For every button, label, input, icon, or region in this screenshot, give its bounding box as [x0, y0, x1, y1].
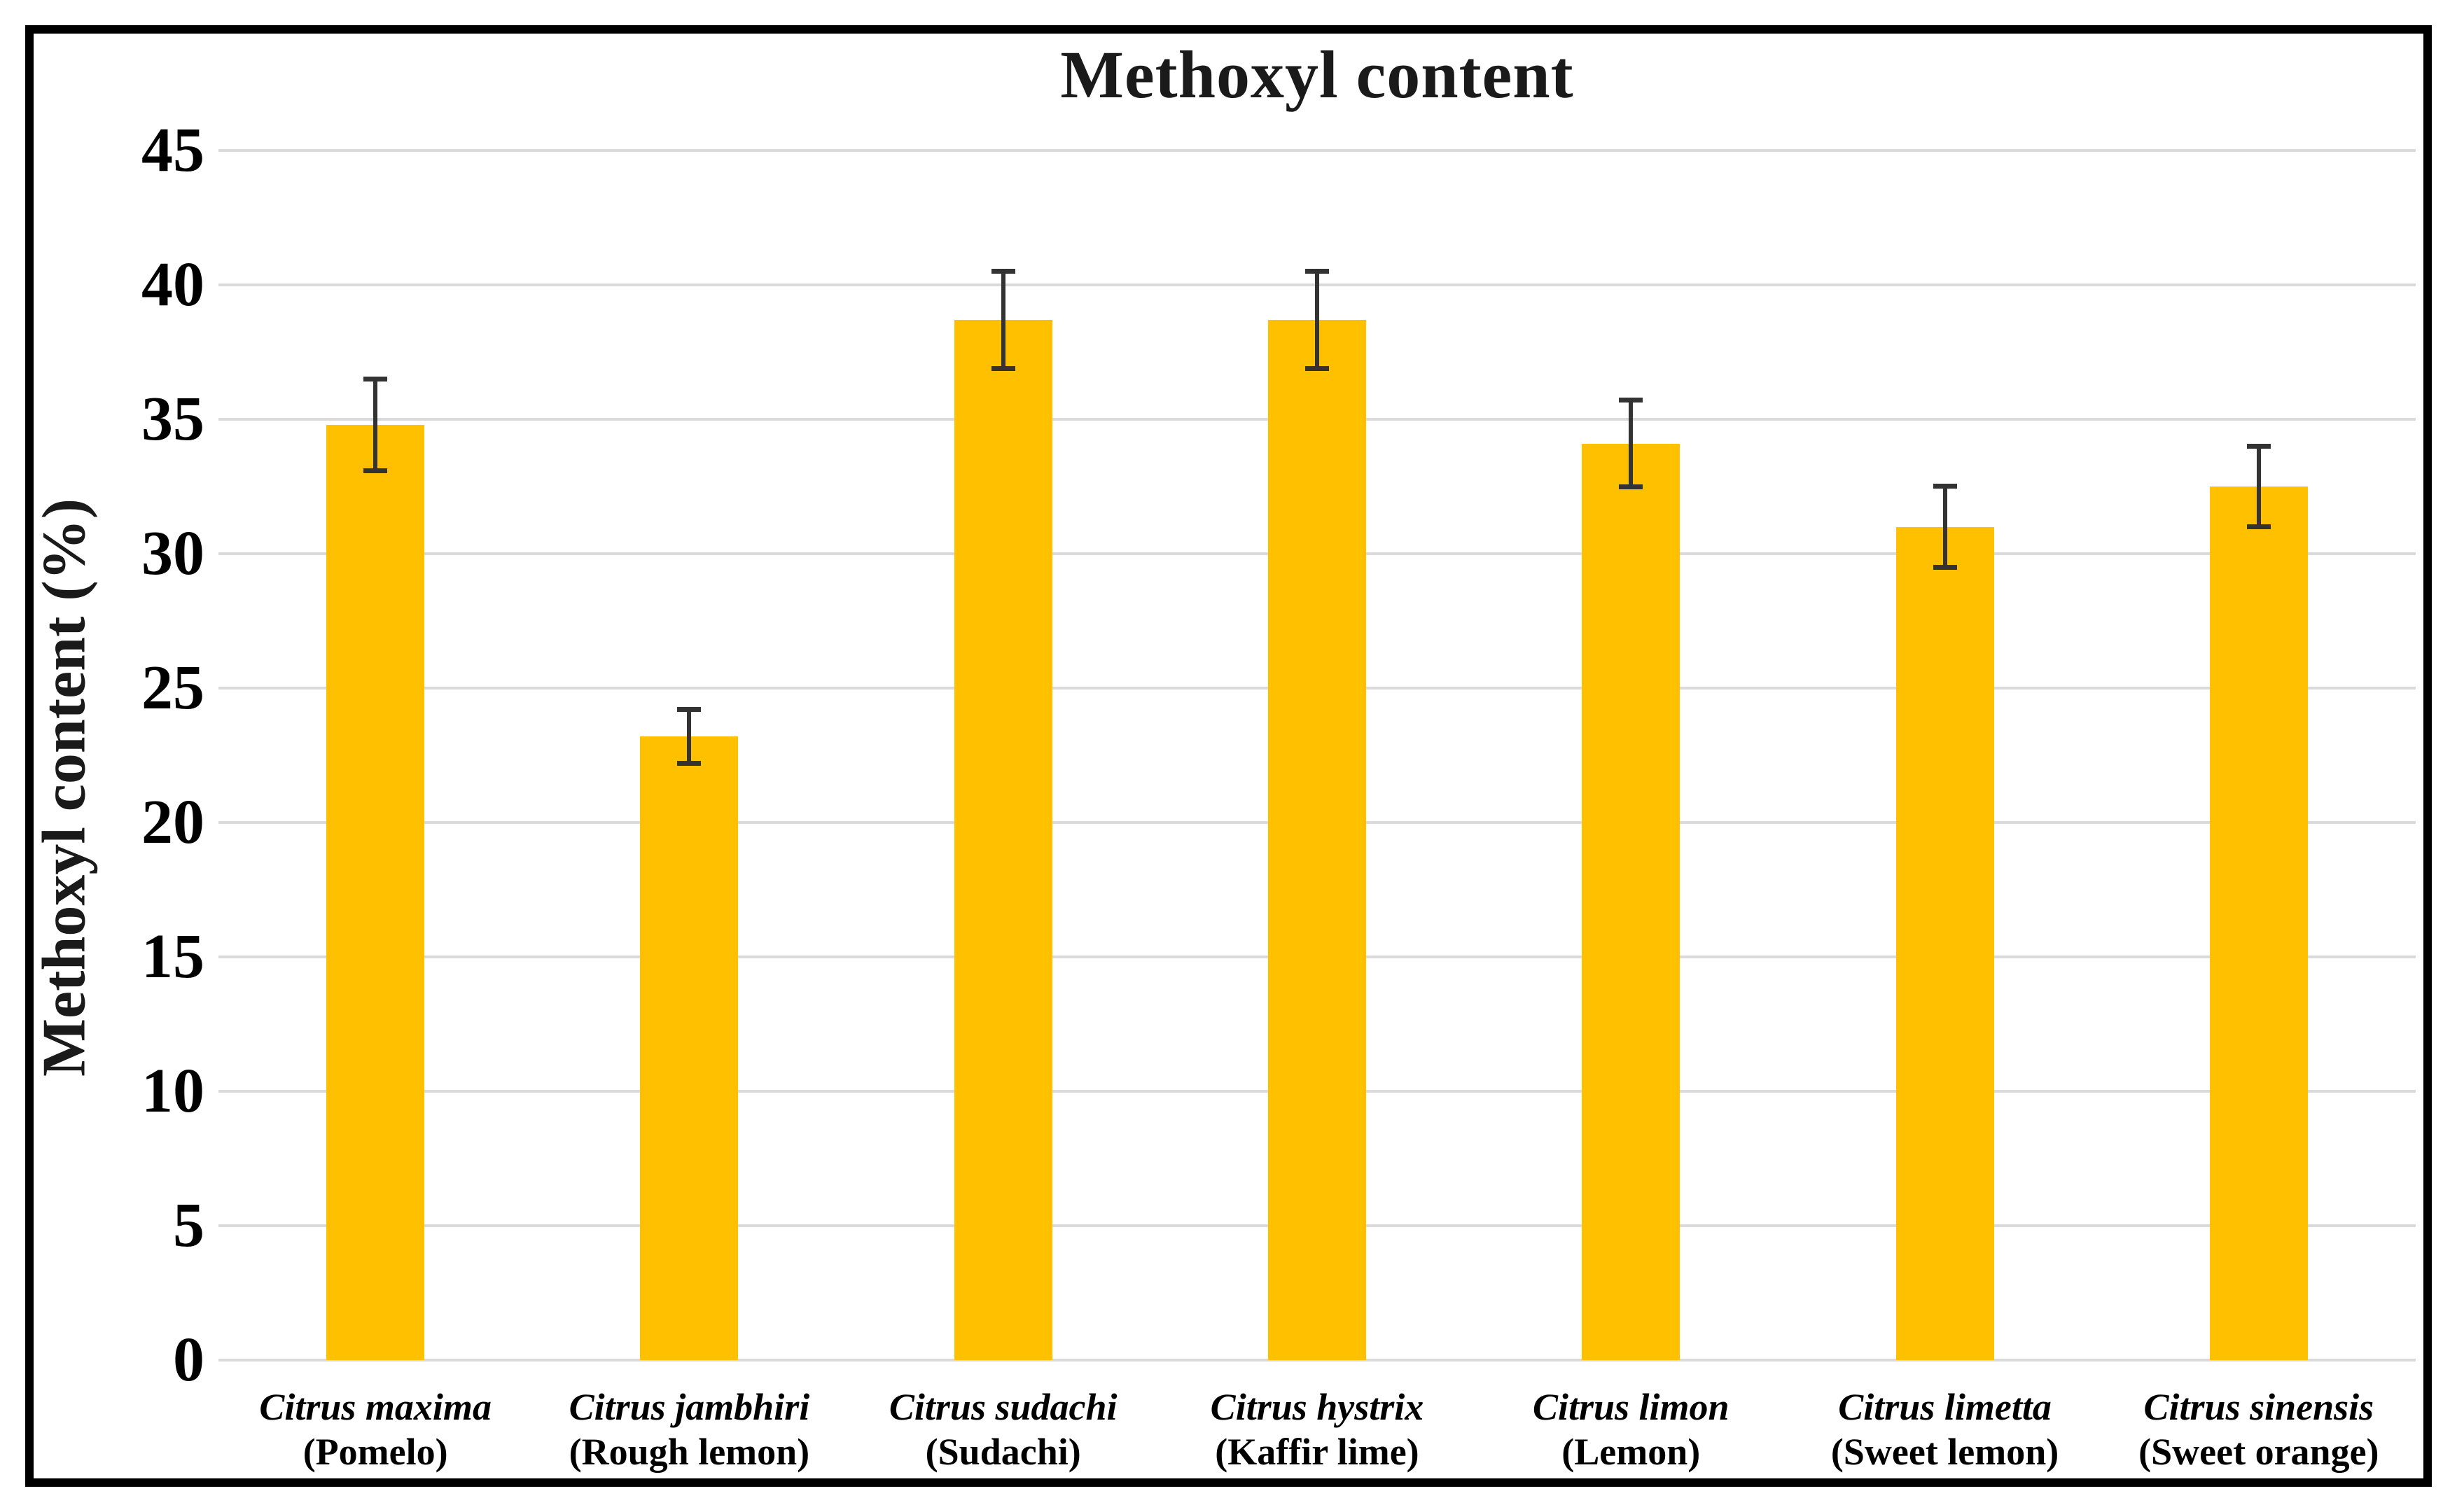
y-axis-title: Methoxyl content (%)	[30, 498, 99, 1077]
chart-title: Methoxyl content	[1060, 37, 1574, 112]
figure-border	[25, 25, 2432, 1487]
